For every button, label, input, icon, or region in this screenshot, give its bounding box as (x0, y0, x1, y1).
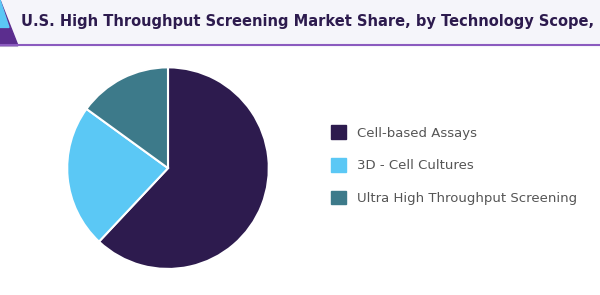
Wedge shape (99, 67, 269, 269)
Wedge shape (67, 109, 168, 242)
Legend: Cell-based Assays, 3D - Cell Cultures, Ultra High Throughput Screening: Cell-based Assays, 3D - Cell Cultures, U… (331, 125, 577, 205)
Polygon shape (0, 0, 18, 46)
Text: U.S. High Throughput Screening Market Share, by Technology Scope, 2016 (%): U.S. High Throughput Screening Market Sh… (21, 14, 600, 30)
Wedge shape (86, 67, 168, 168)
Polygon shape (0, 0, 9, 27)
